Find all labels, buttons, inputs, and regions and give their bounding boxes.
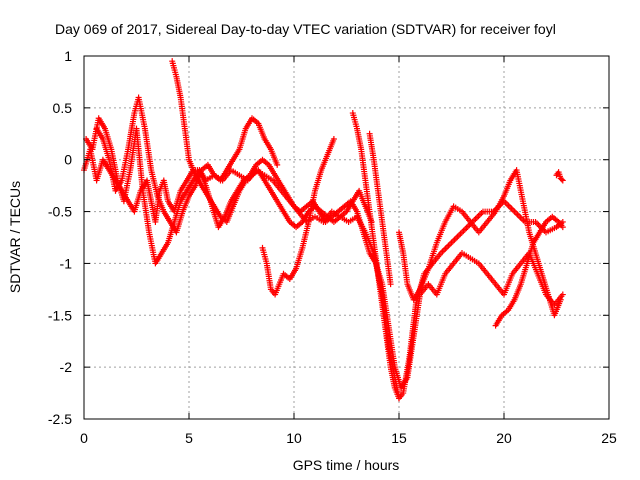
series-track-a bbox=[81, 146, 566, 402]
grid bbox=[84, 56, 609, 419]
series-track-g bbox=[366, 130, 394, 288]
data-point bbox=[387, 281, 394, 288]
data-point bbox=[396, 395, 402, 402]
x-tick-labels: 0 5 10 15 20 25 bbox=[80, 430, 617, 446]
axis-ticks bbox=[83, 55, 610, 420]
data-point bbox=[557, 296, 564, 303]
y-tick-label: 0.5 bbox=[53, 100, 73, 116]
x-tick-label: 10 bbox=[286, 430, 302, 446]
series-track-f bbox=[349, 110, 402, 402]
y-tick-label: -2 bbox=[60, 359, 73, 375]
series-track-e bbox=[259, 135, 337, 298]
x-tick-label: 20 bbox=[496, 430, 512, 446]
y-axis-label: SDTVAR / TECUs bbox=[7, 181, 23, 293]
x-axis-label: GPS time / hours bbox=[293, 457, 400, 473]
y-tick-label: 1 bbox=[64, 48, 72, 64]
y-tick-label: -1 bbox=[60, 255, 73, 271]
data-point bbox=[559, 224, 566, 231]
y-tick-label: -1.5 bbox=[48, 307, 72, 323]
y-tick-label: 0 bbox=[64, 152, 72, 168]
data-point bbox=[559, 177, 566, 184]
plot-frame bbox=[83, 55, 610, 420]
data-point bbox=[558, 176, 565, 183]
series-track-c bbox=[93, 94, 281, 236]
data-points bbox=[81, 58, 566, 402]
y-tick-label: -2.5 bbox=[48, 411, 72, 427]
series-track-h bbox=[396, 167, 564, 319]
x-tick-label: 25 bbox=[601, 430, 617, 446]
data-point bbox=[559, 291, 566, 298]
x-tick-label: 0 bbox=[80, 430, 88, 446]
y-tick-labels: -2.5 -2 -1.5 -1 -0.5 0 0.5 1 bbox=[48, 48, 72, 427]
x-tick-label: 5 bbox=[185, 430, 193, 446]
data-point bbox=[330, 135, 337, 142]
data-point bbox=[274, 161, 281, 168]
series-track-j bbox=[553, 169, 566, 184]
chart-title: Day 069 of 2017, Sidereal Day-to-day VTE… bbox=[55, 21, 556, 37]
series-track-i bbox=[492, 213, 566, 329]
x-tick-label: 15 bbox=[391, 430, 407, 446]
y-tick-label: -0.5 bbox=[48, 204, 72, 220]
